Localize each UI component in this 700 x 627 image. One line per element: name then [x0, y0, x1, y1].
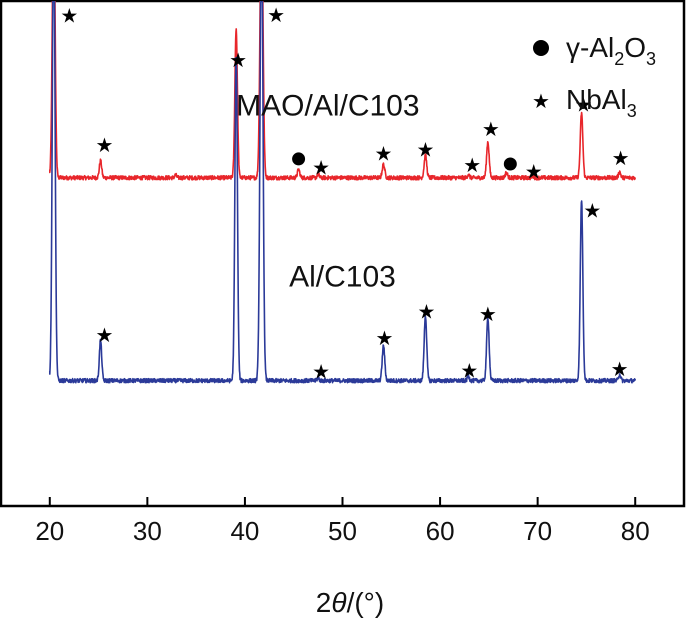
legend-star-marker: ★ [532, 89, 550, 113]
x-axis-label-2: 2 [316, 587, 332, 618]
legend-text-gamma-al: γ-Al [566, 32, 614, 63]
x-axis-label: 2θ/(°) [316, 587, 384, 618]
x-tick-label: 50 [328, 516, 357, 546]
peak-marker-star: ★ [312, 359, 330, 383]
peak-marker-star: ★ [575, 92, 593, 116]
legend-sub-3b: 3 [627, 101, 637, 121]
series-label-mao-al-c103: MAO/Al/C103 [236, 89, 419, 122]
x-tick-label: 30 [133, 516, 162, 546]
plot-frame [0, 0, 686, 508]
x-axis-label-theta: θ [331, 587, 346, 618]
legend: γ-Al2O3 ★ NbAl3 [532, 32, 656, 121]
series-line-mao-al-c103 [48, 1, 636, 181]
peak-marker-star: ★ [525, 159, 543, 183]
peak-marker-star: ★ [375, 326, 393, 350]
peak-marker-star: ★ [463, 153, 481, 177]
legend-sub-2: 2 [614, 49, 624, 69]
x-axis-label-unit: /(°) [347, 587, 385, 618]
series-layer [48, 1, 636, 384]
peak-marker-star: ★ [312, 156, 330, 180]
peak-marker-star: ★ [60, 4, 78, 28]
peak-marker-star: ★ [460, 359, 478, 383]
peak-marker-star: ★ [583, 198, 601, 222]
x-tick-label: 60 [426, 516, 455, 546]
peak-marker-star: ★ [611, 357, 629, 381]
series-label-al-c103: Al/C103 [289, 261, 396, 294]
legend-label-gamma-al2o3: γ-Al2O3 [566, 32, 656, 69]
legend-text-o: O [624, 32, 646, 63]
x-tick-label: 40 [230, 516, 259, 546]
peak-marker-star: ★ [95, 133, 113, 157]
x-tick-label: 70 [523, 516, 552, 546]
peak-marker-star: ★ [267, 3, 285, 27]
legend-text-nbal: NbAl [566, 84, 627, 115]
peak-marker-circle [503, 157, 517, 171]
legend-sub-3: 3 [646, 49, 656, 69]
peak-marker-star: ★ [417, 299, 435, 323]
peak-marker-star: ★ [95, 323, 113, 347]
peak-marker-star: ★ [229, 48, 247, 72]
tick-layer: 20 30 40 50 60 70 80 [35, 497, 650, 546]
series-line-al-c103 [48, 1, 636, 384]
legend-circle-marker [533, 40, 549, 56]
x-tick-label: 20 [35, 516, 64, 546]
peak-marker-star: ★ [482, 117, 500, 141]
x-tick-label: 80 [621, 516, 650, 546]
marker-layer: ★ ★★★★★ ★★★★★★★★★★★★★★ [60, 3, 629, 384]
peak-marker-star: ★ [375, 141, 393, 165]
legend-label-nbal3: NbAl3 [566, 84, 637, 121]
peak-marker-star: ★ [416, 138, 434, 162]
peak-marker-circle [292, 152, 306, 166]
peak-marker-star: ★ [479, 302, 497, 326]
peak-marker-star: ★ [612, 146, 630, 170]
